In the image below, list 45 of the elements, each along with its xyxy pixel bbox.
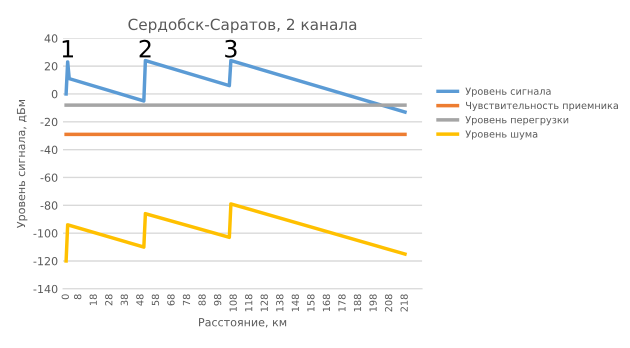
y-tick-label: -120 xyxy=(33,256,58,266)
x-axis-title: Расстояние, км xyxy=(199,318,286,328)
legend-label: Уровень перегрузки xyxy=(465,116,568,126)
y-tick-label: 40 xyxy=(44,34,58,43)
x-tick-label: 98 xyxy=(214,294,222,306)
x-tick-label: 208 xyxy=(384,294,392,312)
line-series xyxy=(64,202,407,263)
x-tick-label: 88 xyxy=(198,294,206,306)
legend-label: Чувствительность приемника xyxy=(466,102,618,112)
x-tick-label: 218 xyxy=(400,294,408,312)
annotation: 1 xyxy=(62,40,73,58)
x-tick-label: 48 xyxy=(136,294,144,306)
x-tick-label: 8 xyxy=(74,294,82,300)
legend-label: Уровень шума xyxy=(465,130,538,140)
y-tick-label: -60 xyxy=(40,173,58,182)
annotation: 3 xyxy=(225,40,237,58)
x-tick-label: 138 xyxy=(276,294,284,312)
chart-title: Сердобск-Саратов, 2 канала xyxy=(128,18,356,34)
x-tick-label: 128 xyxy=(260,294,268,312)
line-series xyxy=(64,58,407,114)
y-tick-label: -40 xyxy=(40,146,58,154)
x-tick-label: 188 xyxy=(354,294,362,312)
x-tick-label: 0 xyxy=(62,294,69,300)
x-tick-label: 198 xyxy=(369,294,377,312)
x-tick-label: 68 xyxy=(167,294,175,306)
x-tick-label: 38 xyxy=(120,294,128,306)
y-tick-label: 20 xyxy=(44,62,58,70)
x-tick-label: 148 xyxy=(292,294,300,312)
y-tick-label: 0 xyxy=(52,90,58,98)
x-tick-label: 108 xyxy=(229,294,237,312)
annotation: 2 xyxy=(140,40,151,58)
x-tick-label: 118 xyxy=(245,294,252,312)
x-tick-label: 178 xyxy=(338,294,346,312)
y-tick-label: -100 xyxy=(33,229,58,238)
y-tick-label: -80 xyxy=(40,201,58,210)
x-tick-label: 28 xyxy=(105,294,112,306)
y-axis-title: Уровень сигнала, дБм xyxy=(16,100,28,228)
y-tick-label: -140 xyxy=(33,284,58,294)
legend-label: Уровень сигнала xyxy=(465,88,551,97)
x-tick-label: 158 xyxy=(307,294,315,312)
x-tick-label: 18 xyxy=(90,294,97,306)
x-tick-label: 78 xyxy=(182,294,190,306)
x-tick-label: 168 xyxy=(322,294,330,312)
x-tick-label: 58 xyxy=(152,294,160,306)
y-tick-label: -20 xyxy=(40,118,58,126)
